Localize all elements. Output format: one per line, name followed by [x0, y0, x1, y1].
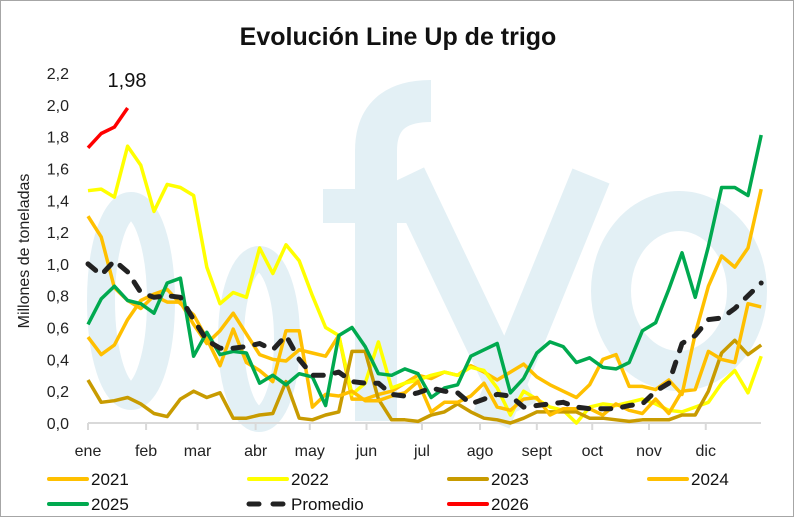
x-tick-label: ene [75, 443, 102, 460]
legend-label: 2022 [291, 470, 329, 489]
x-tick-label: abr [244, 443, 268, 460]
annotation-label: 1,98 [108, 70, 147, 92]
y-tick-label: 0,8 [47, 289, 69, 306]
y-tick-label: 0,0 [47, 416, 69, 433]
legend-label: 2024 [691, 470, 729, 489]
series-line-2026 [86, 107, 130, 149]
legend-label: 2026 [491, 495, 529, 514]
series-line-2025 [86, 134, 763, 408]
watermark-logo [87, 80, 767, 432]
y-axis-ticks: 0,0 0,2 0,4 0,6 0,8 1,0 1,2 1,4 1,6 1,8 2,0 2,2 [47, 66, 69, 433]
y-tick-label: 1,6 [47, 161, 69, 178]
x-tick-label: sept [522, 443, 553, 460]
legend-label: 2023 [491, 470, 529, 489]
y-tick-label: 0,4 [47, 352, 69, 369]
x-tick-label: oct [582, 443, 604, 460]
x-tick-label: may [295, 443, 325, 460]
legend-label: Promedio [291, 495, 364, 514]
y-tick-label: 0,6 [47, 321, 69, 338]
legend-label: 2021 [91, 470, 129, 489]
watermark-letter-f [355, 80, 432, 421]
watermark-letter-y [387, 167, 610, 429]
x-tick-label: dic [696, 443, 716, 460]
y-tick-label: 2,0 [47, 98, 69, 115]
x-tick-label: jul [413, 443, 430, 460]
series-line-2023 [86, 338, 763, 425]
y-tick-label: 1,8 [47, 130, 69, 147]
chart-title: Evolución Line Up de trigo [240, 23, 557, 51]
x-tick-label: ago [467, 443, 494, 460]
series-lines [85, 107, 764, 425]
y-tick-label: 0,2 [47, 384, 69, 401]
x-tick-label: jun [355, 443, 377, 460]
y-axis-label: Millones de toneladas [16, 174, 33, 329]
series-line-promedio [85, 258, 764, 412]
x-tick-label: nov [636, 443, 662, 460]
y-tick-label: 1,4 [47, 193, 69, 210]
x-tick-label: feb [135, 443, 157, 460]
y-tick-label: 2,2 [47, 66, 69, 83]
legend-label: 2025 [91, 495, 129, 514]
y-tick-label: 1,2 [47, 225, 69, 242]
legend: 2021 2022 2023 2024 2025 Promedio 2026 [47, 470, 729, 514]
y-tick-label: 1,0 [47, 257, 69, 274]
x-axis: ene feb mar abr may jun jul ago sept oct nov dic [75, 422, 761, 460]
series-line-2022 [87, 144, 763, 425]
x-tick-label: mar [184, 443, 212, 460]
watermark-letter-o [591, 191, 767, 391]
